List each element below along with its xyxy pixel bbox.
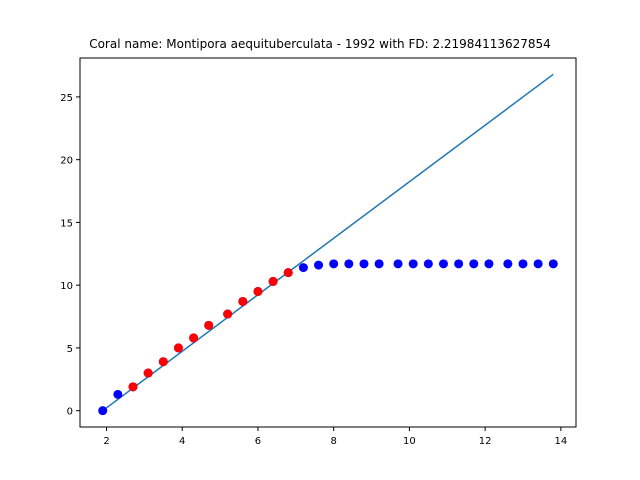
blue-point-14 <box>314 260 324 270</box>
fit-line <box>102 73 554 412</box>
x-tick-label: 4 <box>179 436 185 447</box>
x-tick-label: 2 <box>103 436 109 447</box>
red-point-0 <box>128 382 138 392</box>
red-point-9 <box>268 276 278 286</box>
y-tick-label: 20 <box>60 156 73 167</box>
y-tick-label: 5 <box>67 344 73 355</box>
blue-point-25 <box>484 259 494 269</box>
blue-point-22 <box>438 259 448 269</box>
blue-point-15 <box>329 259 339 269</box>
red-point-10 <box>283 268 293 278</box>
red-point-4 <box>189 333 199 343</box>
y-tick-label: 15 <box>60 218 73 229</box>
plot-area <box>98 73 558 416</box>
blue-point-1 <box>113 389 123 399</box>
red-point-5 <box>204 320 214 330</box>
blue-point-13 <box>298 263 308 273</box>
blue-point-24 <box>469 259 479 269</box>
axis-ticks: 2 4 6 8 10 12 14 0 5 10 15 20 25 <box>60 93 567 447</box>
x-tick-label: 14 <box>554 436 567 447</box>
blue-point-21 <box>423 259 433 269</box>
red-point-3 <box>173 343 183 353</box>
blue-point-20 <box>408 259 418 269</box>
blue-point-0 <box>98 406 108 416</box>
blue-point-17 <box>359 259 369 269</box>
x-tick-label: 10 <box>403 436 416 447</box>
blue-point-29 <box>548 259 558 269</box>
x-tick-label: 6 <box>255 436 261 447</box>
blue-point-23 <box>454 259 464 269</box>
blue-point-18 <box>374 259 384 269</box>
blue-point-27 <box>518 259 528 269</box>
y-tick-label: 10 <box>60 281 73 292</box>
red-point-1 <box>143 368 153 378</box>
red-point-7 <box>238 296 248 306</box>
y-tick-label: 0 <box>67 407 73 418</box>
x-tick-label: 12 <box>479 436 492 447</box>
x-tick-label: 8 <box>330 436 336 447</box>
blue-point-16 <box>344 259 354 269</box>
blue-point-28 <box>533 259 543 269</box>
axes-frame <box>79 57 577 428</box>
y-tick-label: 25 <box>60 93 73 104</box>
red-point-6 <box>223 309 233 319</box>
blue-point-26 <box>503 259 513 269</box>
red-point-2 <box>158 357 168 367</box>
red-point-8 <box>253 286 263 296</box>
blue-point-19 <box>393 259 403 269</box>
chart-title: Coral name: Montipora aequituberculata -… <box>89 37 551 51</box>
